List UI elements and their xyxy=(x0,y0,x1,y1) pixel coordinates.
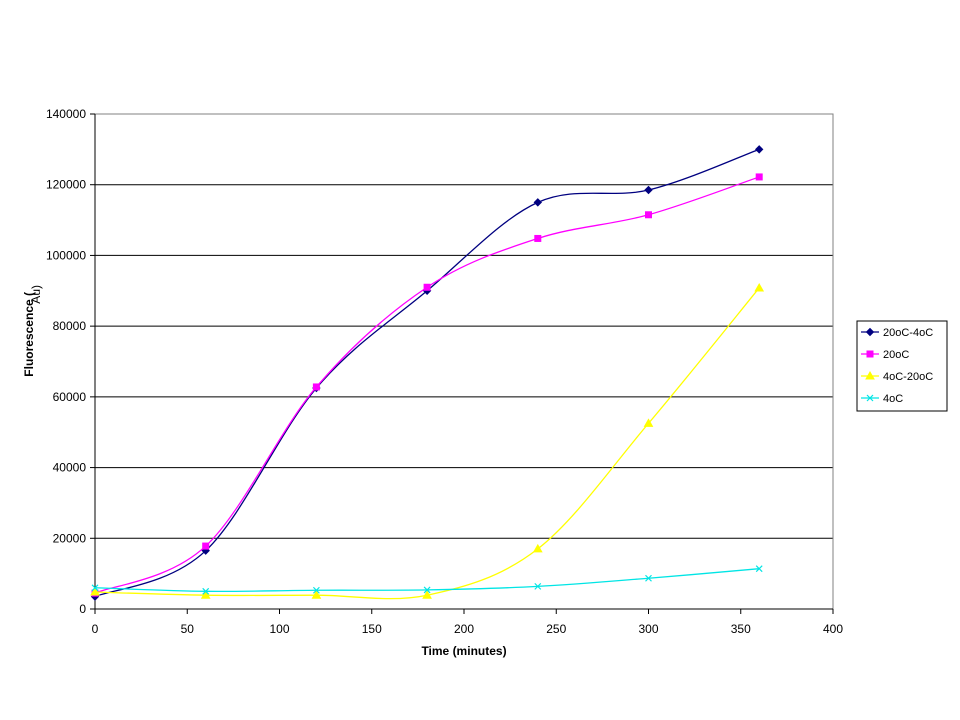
series-4oc-20oc xyxy=(90,282,765,600)
data-point xyxy=(866,394,874,402)
y-axis-ticks: 0 20000 40000 60000 80000 100000 120000 140000 xyxy=(46,107,95,616)
data-point xyxy=(644,185,653,195)
data-point xyxy=(422,590,432,599)
data-point xyxy=(202,542,210,550)
y-tick-label: 100000 xyxy=(46,248,86,262)
legend-item: 20oC-4oC xyxy=(861,327,933,339)
y-tick-label: 60000 xyxy=(53,390,87,404)
data-point-stroke xyxy=(423,586,431,594)
y-axis-title: Fluorescence ( Au) xyxy=(22,285,43,377)
data-point xyxy=(532,543,543,553)
axes xyxy=(94,114,833,610)
y-axis-title-main: Fluorescence ( xyxy=(22,292,36,377)
series-20oc-4oc xyxy=(90,145,764,601)
x-tick-label: 250 xyxy=(546,622,566,636)
data-point xyxy=(90,587,100,596)
y-tick-label: 120000 xyxy=(46,178,86,192)
x-tick-label: 400 xyxy=(823,622,843,636)
data-point-stroke xyxy=(645,574,652,582)
legend-item: 4oC xyxy=(861,393,903,405)
data-point-stroke xyxy=(755,565,763,573)
data-point xyxy=(754,282,765,292)
data-point xyxy=(645,211,652,219)
data-point xyxy=(91,584,99,592)
x-axis-ticks: 0 50 100 150 200 250 300 350 400 xyxy=(92,609,843,636)
gridlines xyxy=(95,113,833,539)
legend-label: 4oC-20oC xyxy=(883,371,933,383)
data-point xyxy=(865,370,875,380)
series-line xyxy=(94,148,760,598)
data-point xyxy=(202,587,210,595)
data-point-stroke xyxy=(91,584,99,592)
legend-label: 4oC xyxy=(883,393,903,405)
legend: 20oC-4oC 20oC 4oC-20oC 4oC xyxy=(856,320,948,412)
data-point xyxy=(866,350,874,358)
legend-item: 20oC xyxy=(861,349,909,361)
y-tick-label: 80000 xyxy=(53,319,87,333)
x-axis-title: Time (minutes) xyxy=(421,644,506,658)
data-point xyxy=(423,586,431,594)
data-point xyxy=(755,565,763,573)
data-point xyxy=(865,327,875,337)
data-point xyxy=(645,574,652,582)
series-line xyxy=(94,568,760,593)
y-tick-label: 20000 xyxy=(53,531,87,545)
x-tick-label: 300 xyxy=(638,622,658,636)
data-point xyxy=(312,586,320,594)
y-axis-title-unit: Au) xyxy=(29,285,43,304)
y-tick-label: 0 xyxy=(79,602,86,616)
data-point-stroke xyxy=(312,586,320,594)
x-tick-label: 200 xyxy=(454,622,474,636)
plot-area xyxy=(94,113,834,610)
legend-label: 20oC xyxy=(883,349,909,361)
x-tick-label: 150 xyxy=(362,622,382,636)
data-point-stroke xyxy=(202,587,210,595)
x-tick-label: 50 xyxy=(181,622,195,636)
series-line xyxy=(94,176,760,594)
series-group xyxy=(90,145,765,601)
series-4oc xyxy=(91,565,763,595)
data-point xyxy=(534,234,542,242)
data-point xyxy=(754,145,764,154)
data-point-stroke xyxy=(866,394,874,402)
x-tick-label: 350 xyxy=(731,622,751,636)
data-point xyxy=(311,590,322,599)
legend-item: 4oC-20oC xyxy=(861,370,933,383)
data-point xyxy=(312,383,320,391)
data-point xyxy=(423,283,431,291)
x-tick-label: 100 xyxy=(269,622,289,636)
y-tick-label: 40000 xyxy=(53,461,87,475)
series-20oc xyxy=(91,173,763,597)
data-point-stroke xyxy=(534,582,542,590)
legend-label: 20oC-4oC xyxy=(883,327,933,339)
data-point xyxy=(534,582,542,590)
y-tick-label: 140000 xyxy=(46,107,86,121)
series-line xyxy=(94,287,760,600)
data-point xyxy=(755,173,763,181)
x-tick-label: 0 xyxy=(92,622,99,636)
data-point xyxy=(533,198,543,207)
data-point xyxy=(643,418,654,427)
data-point xyxy=(200,590,211,599)
